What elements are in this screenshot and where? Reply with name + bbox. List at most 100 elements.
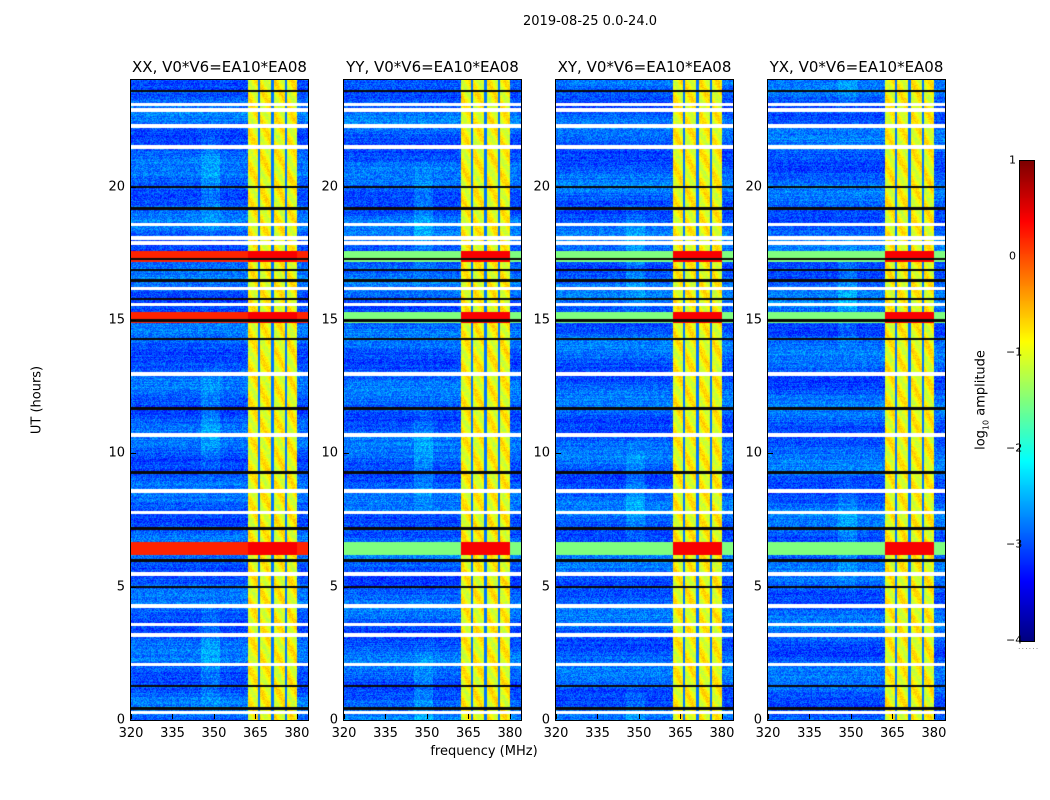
y-tick-mark	[131, 453, 136, 455]
x-tick-mark	[680, 714, 682, 719]
y-tick-mark	[556, 186, 561, 188]
heatmap-panel: YX, V0*V6=EA10*EA08 320 335 350 365 380 0 5 10 15…	[745, 58, 946, 741]
y-tick-mark	[131, 320, 136, 321]
panel-title: XX, V0*V6=EA10*EA08	[132, 58, 307, 76]
x-tick-label: 350	[201, 726, 227, 741]
y-tick-mark	[556, 453, 561, 455]
x-tick-label: 350	[838, 726, 864, 741]
x-tick-mark	[556, 714, 557, 719]
y-tick-label: 15	[745, 312, 762, 328]
x-tick-mark	[768, 714, 769, 719]
x-tick-mark	[426, 714, 428, 719]
x-tick-label: 320	[118, 726, 144, 741]
x-tick-label: 365	[456, 726, 481, 741]
x-tick-mark	[172, 714, 174, 719]
y-tick-label: 0	[329, 712, 338, 728]
colorbar-tick-label: 1	[1009, 153, 1016, 167]
heatmap-panel: XY, V0*V6=EA10*EA08 320 335 350 365 380 0 5 10 15…	[533, 58, 734, 741]
heatmap-image	[131, 80, 308, 720]
x-tick-label: 335	[160, 726, 185, 741]
x-tick-mark	[213, 714, 215, 719]
x-tick-label: 350	[414, 726, 440, 741]
y-tick-mark	[768, 186, 773, 188]
y-tick-mark	[344, 453, 349, 455]
x-tick-label: 365	[668, 726, 693, 741]
y-tick-mark	[131, 186, 136, 188]
x-tick-mark	[597, 714, 599, 719]
x-tick-label: 365	[880, 726, 905, 741]
colorbar	[1019, 160, 1035, 642]
x-tick-mark	[255, 714, 257, 719]
panel-title: XY, V0*V6=EA10*EA08	[557, 58, 732, 76]
heatmap-image	[768, 80, 945, 720]
colorbar-extra: ......	[1018, 642, 1040, 651]
x-tick-label: 380	[709, 726, 735, 741]
y-tick-mark	[768, 720, 773, 721]
x-tick-mark	[468, 714, 470, 719]
x-tick-label: 335	[797, 726, 822, 741]
y-tick-mark	[131, 586, 136, 588]
x-tick-mark	[385, 714, 387, 719]
figure-title: 2019-08-25 0.0-24.0	[523, 14, 657, 29]
x-tick-label: 320	[331, 726, 357, 741]
x-tick-mark	[638, 714, 640, 719]
heatmap-panel: XX, V0*V6=EA10*EA08 320 335 350 365 380 0 5 10 15…	[108, 58, 309, 741]
colorbar-tick-label: −2	[1006, 441, 1023, 455]
y-tick-mark	[344, 186, 349, 188]
heatmap-panel: YY, V0*V6=EA10*EA08 320 335 350 365 380 0 5 10 15…	[321, 58, 522, 741]
x-tick-mark	[892, 714, 894, 719]
x-tick-label: 380	[284, 726, 310, 741]
y-tick-mark	[344, 320, 349, 321]
y-tick-mark	[344, 586, 349, 588]
x-tick-label: 335	[373, 726, 398, 741]
x-tick-label: 380	[497, 726, 523, 741]
y-tick-label: 5	[541, 579, 550, 595]
y-tick-label: 15	[321, 312, 338, 328]
y-tick-label: 10	[108, 445, 125, 461]
panel-title: YX, V0*V6=EA10*EA08	[769, 58, 944, 76]
x-tick-label: 320	[543, 726, 569, 741]
x-tick-mark	[850, 714, 852, 719]
x-axis-label: frequency (MHz)	[430, 744, 538, 759]
y-tick-label: 0	[116, 712, 125, 728]
colorbar-tick-label: 0	[1009, 249, 1016, 263]
y-tick-label: 20	[745, 179, 762, 195]
x-tick-mark	[131, 714, 132, 719]
y-tick-mark	[556, 320, 561, 321]
y-tick-label: 5	[116, 579, 125, 595]
y-tick-label: 10	[745, 445, 762, 461]
y-tick-mark	[556, 720, 561, 721]
x-tick-mark	[344, 714, 345, 719]
colorbar-tick-label: −4	[1006, 633, 1023, 647]
y-tick-mark	[556, 586, 561, 588]
colorbar-tick-label: −3	[1006, 537, 1023, 551]
y-tick-mark	[768, 586, 773, 588]
colorbar-tick-label: −1	[1006, 345, 1023, 359]
y-tick-label: 0	[541, 712, 550, 728]
y-tick-label: 20	[533, 179, 550, 195]
y-tick-label: 10	[533, 445, 550, 461]
y-tick-mark	[131, 720, 136, 721]
y-tick-label: 15	[533, 312, 550, 328]
x-tick-label: 380	[921, 726, 947, 741]
y-tick-label: 20	[321, 179, 338, 195]
x-tick-mark	[933, 714, 935, 719]
y-tick-mark	[768, 320, 773, 321]
y-tick-label: 5	[329, 579, 338, 595]
x-tick-mark	[809, 714, 811, 719]
x-tick-mark	[721, 714, 723, 719]
y-tick-label: 20	[108, 179, 125, 195]
y-tick-label: 15	[108, 312, 125, 328]
panel-title: YY, V0*V6=EA10*EA08	[346, 58, 519, 76]
y-axis-label: UT (hours)	[29, 365, 45, 435]
heatmap-image	[344, 80, 521, 720]
colorbar-label: log10 amplitude	[973, 350, 991, 450]
x-tick-label: 320	[755, 726, 781, 741]
x-tick-mark	[296, 714, 298, 719]
y-tick-label: 0	[753, 712, 762, 728]
x-tick-label: 365	[243, 726, 268, 741]
y-tick-mark	[768, 453, 773, 455]
x-tick-label: 335	[585, 726, 610, 741]
y-tick-mark	[344, 720, 349, 721]
x-tick-label: 350	[626, 726, 652, 741]
